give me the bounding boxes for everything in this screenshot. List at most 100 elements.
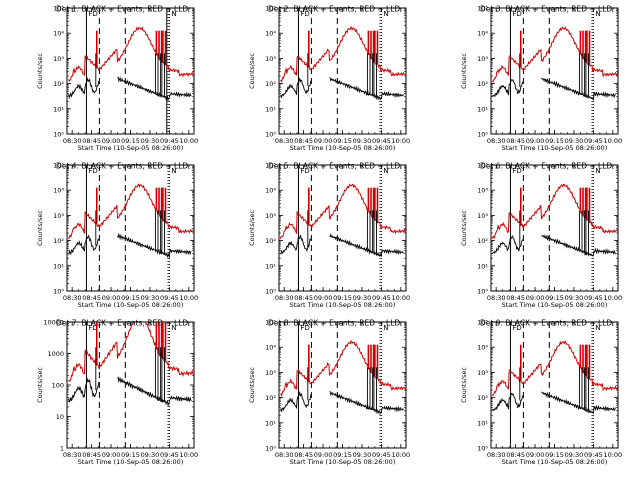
x-tick-label: 09:30 bbox=[565, 451, 584, 459]
x-tick-label: 08:30 bbox=[63, 294, 82, 302]
y-tick-label: 10² bbox=[265, 80, 276, 88]
chart-panel: Det 5: BLACK = Events, RED = LLD 10⁰ 10¹ 10… bbox=[248, 162, 410, 310]
y-tick-label: 10⁴ bbox=[53, 30, 64, 38]
marker-label: N bbox=[595, 167, 600, 175]
chart-panel: Det 8: BLACK = Events, RED = LLD 10⁰ 10¹ 10… bbox=[248, 319, 410, 467]
y-tick-label: 1000 bbox=[47, 350, 64, 358]
x-tick-label: 08:45 bbox=[506, 294, 525, 302]
panel-title: Det 2: BLACK = Events, RED = LLD bbox=[268, 5, 400, 14]
x-tick-label: 08:30 bbox=[487, 137, 506, 145]
x-tick-label: 10:00 bbox=[603, 294, 622, 302]
y-tick-label: 10² bbox=[265, 394, 276, 402]
marker-label: N bbox=[171, 167, 176, 175]
y-tick-label: 10⁴ bbox=[265, 344, 276, 352]
y-tick-label: 10⁵ bbox=[53, 162, 64, 170]
panel-title: Det 4: BLACK = Events, RED = LLD bbox=[56, 162, 188, 171]
y-tick-label: 10² bbox=[53, 80, 64, 88]
y-tick-label: 10² bbox=[477, 237, 488, 245]
x-tick-label: 09:00 bbox=[526, 137, 545, 145]
y-axis-label: Counts/sec bbox=[36, 53, 44, 89]
y-tick-label: 10¹ bbox=[477, 419, 488, 427]
marker-label: F bbox=[88, 10, 92, 18]
x-tick-label: 09:15 bbox=[545, 294, 564, 302]
x-tick-label: 08:30 bbox=[63, 451, 82, 459]
y-tick-label: 10¹ bbox=[265, 419, 276, 427]
y-tick-label: 10⁵ bbox=[265, 162, 276, 170]
x-tick-label: 09:00 bbox=[314, 294, 333, 302]
panel-title: Det 8: BLACK = Events, RED = LLD bbox=[268, 319, 400, 328]
y-tick-label: 10⁰ bbox=[265, 445, 276, 453]
chart-panel: Det 4: BLACK = Events, RED = LLD 10⁰ 10¹ 10… bbox=[36, 162, 198, 310]
events-series-line bbox=[67, 232, 192, 258]
x-tick-label: 08:45 bbox=[294, 294, 313, 302]
y-tick-label: 10 bbox=[56, 413, 64, 421]
y-tick-label: 10³ bbox=[265, 212, 276, 220]
y-tick-label: 10⁰ bbox=[477, 445, 488, 453]
x-tick-label: 09:45 bbox=[372, 451, 391, 459]
y-tick-label: 10³ bbox=[53, 55, 64, 63]
x-tick-label: 10:00 bbox=[603, 451, 622, 459]
marker-label: D bbox=[92, 324, 97, 332]
y-tick-label: 10³ bbox=[265, 369, 276, 377]
y-tick-label: 10⁴ bbox=[477, 30, 488, 38]
x-tick-label: 08:30 bbox=[275, 294, 294, 302]
chart-panel: Det 9: BLACK = Events, RED = LLD 10⁰ 10¹ 10… bbox=[460, 319, 622, 467]
y-axis-label: Counts/sec bbox=[460, 210, 468, 246]
x-tick-label: 09:00 bbox=[102, 137, 121, 145]
x-tick-label: 09:15 bbox=[121, 451, 140, 459]
chart-panel: Det 2: BLACK = Events, RED = LLD 10⁰ 10¹ 10… bbox=[248, 5, 410, 153]
x-tick-label: 09:15 bbox=[333, 137, 352, 145]
x-tick-label: 09:15 bbox=[333, 451, 352, 459]
x-axis-label: Start Time (10-Sep-05 08:26:00) bbox=[290, 301, 396, 309]
y-tick-label: 10³ bbox=[53, 212, 64, 220]
panel-title: Det 9: BLACK = Events, RED = LLD bbox=[480, 319, 612, 328]
y-tick-label: 10¹ bbox=[477, 105, 488, 113]
x-tick-label: 09:45 bbox=[584, 137, 603, 145]
x-tick-label: 08:30 bbox=[487, 451, 506, 459]
y-axis-label: Counts/sec bbox=[36, 367, 44, 403]
y-axis-label: Counts/sec bbox=[460, 53, 468, 89]
y-axis-label: Counts/sec bbox=[460, 367, 468, 403]
lld-series-line bbox=[280, 26, 406, 83]
marker-label: N bbox=[383, 324, 388, 332]
lld-series-line bbox=[280, 340, 406, 398]
x-axis-label: Start Time (10-Sep-05 08:26:00) bbox=[78, 144, 184, 152]
x-tick-label: 08:30 bbox=[63, 137, 82, 145]
x-tick-label: 09:00 bbox=[526, 294, 545, 302]
marker-label: F bbox=[512, 324, 516, 332]
x-tick-label: 09:00 bbox=[526, 451, 545, 459]
y-axis-label: Counts/sec bbox=[36, 210, 44, 246]
x-tick-label: 08:45 bbox=[506, 137, 525, 145]
y-tick-label: 10⁵ bbox=[477, 162, 488, 170]
x-tick-label: 09:45 bbox=[160, 451, 179, 459]
x-tick-label: 09:30 bbox=[565, 137, 584, 145]
events-series-line bbox=[280, 232, 404, 257]
events-series-line bbox=[67, 76, 192, 102]
y-tick-label: 10¹ bbox=[265, 105, 276, 113]
marker-label: F bbox=[512, 167, 516, 175]
y-tick-label: 1 bbox=[60, 445, 64, 453]
x-tick-label: 08:45 bbox=[82, 451, 101, 459]
y-tick-label: 10⁰ bbox=[265, 288, 276, 296]
lld-series-line bbox=[67, 322, 194, 382]
y-tick-label: 10³ bbox=[477, 369, 488, 377]
lld-series-line bbox=[491, 340, 618, 397]
x-tick-label: 09:15 bbox=[545, 451, 564, 459]
x-tick-label: 10:00 bbox=[179, 137, 198, 145]
x-tick-label: 09:15 bbox=[333, 294, 352, 302]
x-tick-label: 09:15 bbox=[545, 137, 564, 145]
x-tick-label: 10:00 bbox=[391, 451, 410, 459]
x-tick-label: 09:45 bbox=[160, 137, 179, 145]
x-tick-label: 10:00 bbox=[603, 137, 622, 145]
marker-label: D bbox=[516, 324, 521, 332]
events-series-line bbox=[67, 376, 192, 407]
marker-label: F bbox=[88, 167, 92, 175]
y-axis-label: Counts/sec bbox=[248, 210, 256, 246]
x-axis-label: Start Time (10-Sep-05 08:26:00) bbox=[290, 458, 396, 466]
marker-label: D bbox=[92, 10, 97, 18]
chart-panel: Det 1: BLACK = Events, RED = LLD 10⁰ 10¹ 10… bbox=[36, 5, 198, 153]
lld-series-line bbox=[279, 183, 406, 240]
x-tick-label: 10:00 bbox=[391, 137, 410, 145]
x-tick-label: 10:00 bbox=[391, 294, 410, 302]
y-tick-label: 10⁰ bbox=[477, 288, 488, 296]
